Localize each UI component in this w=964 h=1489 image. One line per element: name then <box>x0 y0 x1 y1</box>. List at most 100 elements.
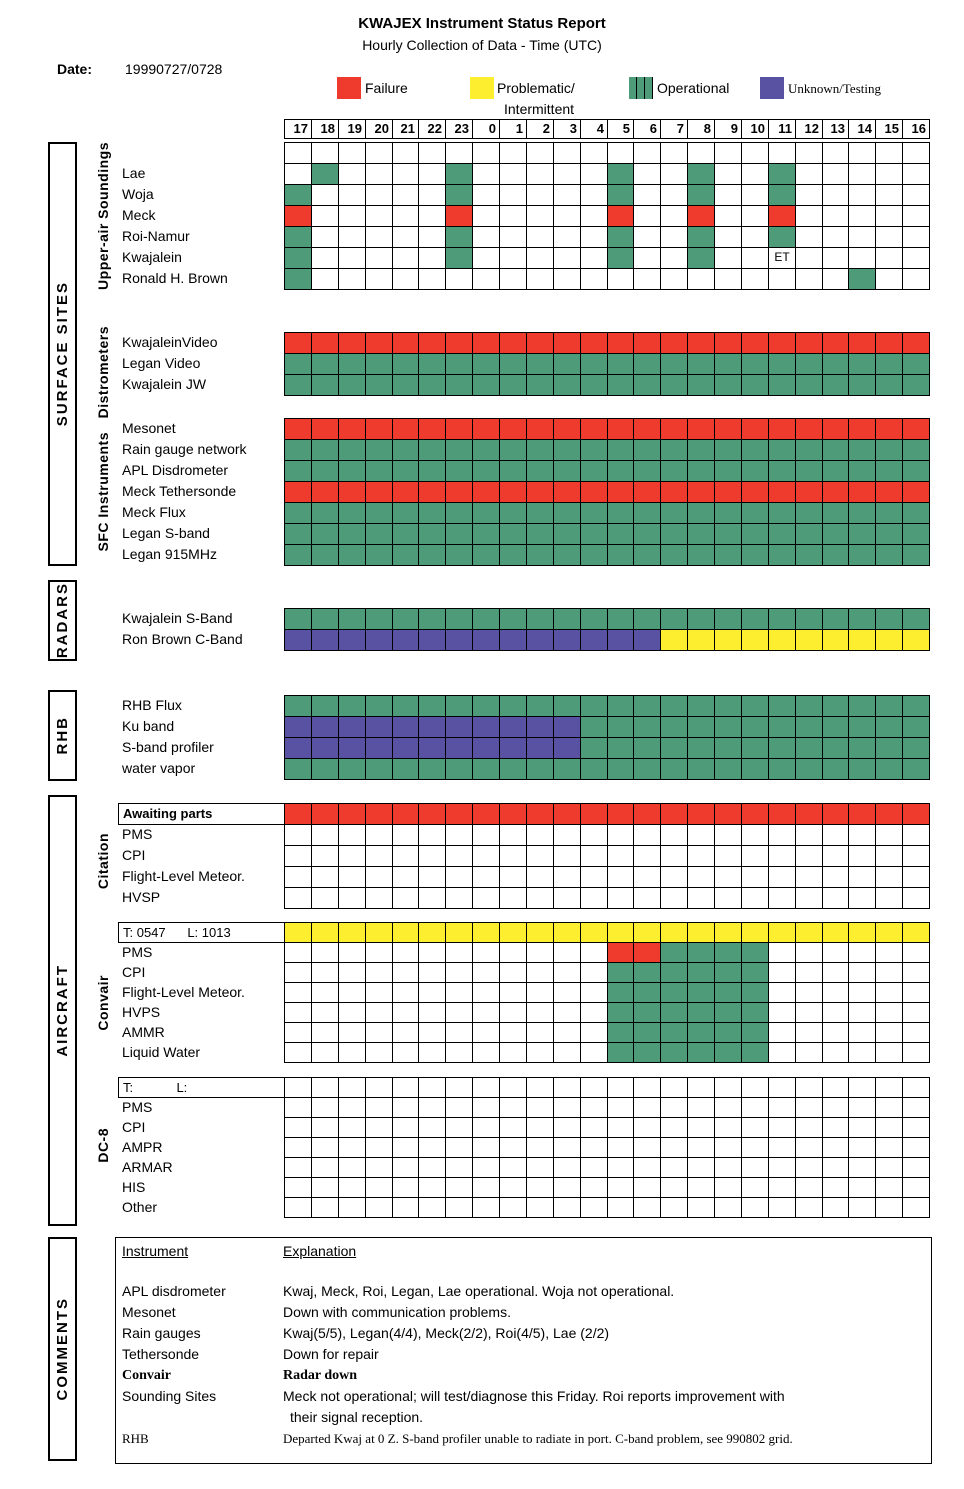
comment-instrument: Convair <box>122 1368 171 1383</box>
status-cell <box>822 866 849 888</box>
status-cell <box>365 374 393 396</box>
status-cell <box>875 695 903 717</box>
status-cell <box>633 803 661 825</box>
status-cell <box>311 1002 339 1023</box>
status-cell <box>848 962 876 983</box>
status-cell <box>392 608 419 630</box>
status-cell <box>848 332 876 354</box>
status-cell <box>741 716 769 738</box>
comments-spacer <box>122 1262 927 1281</box>
status-cell <box>768 824 796 846</box>
status-cell <box>311 942 339 963</box>
status-cell <box>714 942 742 963</box>
row-label-box: Awaiting parts <box>118 803 285 825</box>
status-cell <box>365 629 393 651</box>
status-cell <box>822 845 849 867</box>
status-cell <box>741 1157 769 1178</box>
status-cell <box>526 1002 554 1023</box>
status-cell <box>311 922 339 943</box>
row-label: S-band profiler <box>122 739 214 755</box>
sidebar-label-radars: RADARS <box>54 582 71 659</box>
status-cell <box>365 142 393 164</box>
status-cell <box>902 1002 930 1023</box>
status-cell <box>418 1022 446 1043</box>
status-cell <box>526 1157 554 1178</box>
status-cell <box>822 142 849 164</box>
group-upper-air-soundings: Upper-air Soundings <box>92 142 114 290</box>
status-cell <box>902 737 930 759</box>
status-cell <box>741 544 769 566</box>
status-cell <box>741 1077 769 1098</box>
status-cell <box>526 226 554 248</box>
group-label-convair: Convair <box>95 975 111 1031</box>
status-cell <box>768 922 796 943</box>
status-cell <box>633 439 661 461</box>
status-cell <box>660 1077 688 1098</box>
sidebar-surface-sites: SURFACE SITES <box>48 142 77 566</box>
status-cell <box>902 1177 930 1198</box>
status-cell <box>311 1177 339 1198</box>
status-cell <box>311 1097 339 1118</box>
status-cell <box>607 824 634 846</box>
row-label: AMMR <box>122 1024 165 1040</box>
status-cell <box>768 716 796 738</box>
status-cell <box>660 481 688 503</box>
hour-header-cell: 13 <box>822 119 849 139</box>
status-cell <box>472 544 500 566</box>
status-cell <box>768 353 796 375</box>
status-cell <box>660 1157 688 1178</box>
status-cell <box>768 737 796 759</box>
status-cell <box>607 803 634 825</box>
status-cell <box>392 737 419 759</box>
status-cell <box>848 1002 876 1023</box>
status-cell <box>499 544 527 566</box>
status-cell <box>660 1042 688 1063</box>
status-cell <box>553 1097 581 1118</box>
status-cell <box>445 523 473 545</box>
status-cell <box>365 922 393 943</box>
status-cell <box>795 1157 823 1178</box>
status-cell <box>848 418 876 440</box>
status-cell <box>822 418 849 440</box>
status-cell <box>902 824 930 846</box>
status-cell <box>338 866 366 888</box>
status-cell <box>848 268 876 290</box>
status-cell <box>848 922 876 943</box>
status-cell <box>526 942 554 963</box>
status-cell <box>311 608 339 630</box>
status-cell <box>741 629 769 651</box>
status-cell <box>580 922 608 943</box>
row-label: Legan 915MHz <box>122 546 217 562</box>
status-cell <box>768 374 796 396</box>
status-cell <box>768 803 796 825</box>
status-cell <box>902 268 930 290</box>
status-cell <box>660 1002 688 1023</box>
status-cell <box>714 629 742 651</box>
status-cell <box>902 803 930 825</box>
status-cell <box>795 523 823 545</box>
status-cell <box>365 247 393 269</box>
status-cell <box>284 845 312 867</box>
status-cell <box>848 887 876 909</box>
status-cell <box>822 332 849 354</box>
status-cell <box>902 1117 930 1138</box>
status-cell <box>311 374 339 396</box>
status-cell <box>741 1097 769 1118</box>
status-cell <box>365 982 393 1003</box>
status-cell <box>392 1137 419 1158</box>
hour-header-cell: 6 <box>633 119 661 139</box>
status-cell <box>338 184 366 206</box>
status-cell <box>822 481 849 503</box>
status-cell <box>392 142 419 164</box>
status-cell <box>660 737 688 759</box>
status-cell <box>741 502 769 524</box>
status-cell <box>848 142 876 164</box>
status-cell <box>795 608 823 630</box>
status-cell <box>526 502 554 524</box>
status-cell <box>338 922 366 943</box>
row-label: Mesonet <box>122 420 176 436</box>
status-cell <box>848 544 876 566</box>
status-cell <box>902 1077 930 1098</box>
status-cell <box>311 695 339 717</box>
